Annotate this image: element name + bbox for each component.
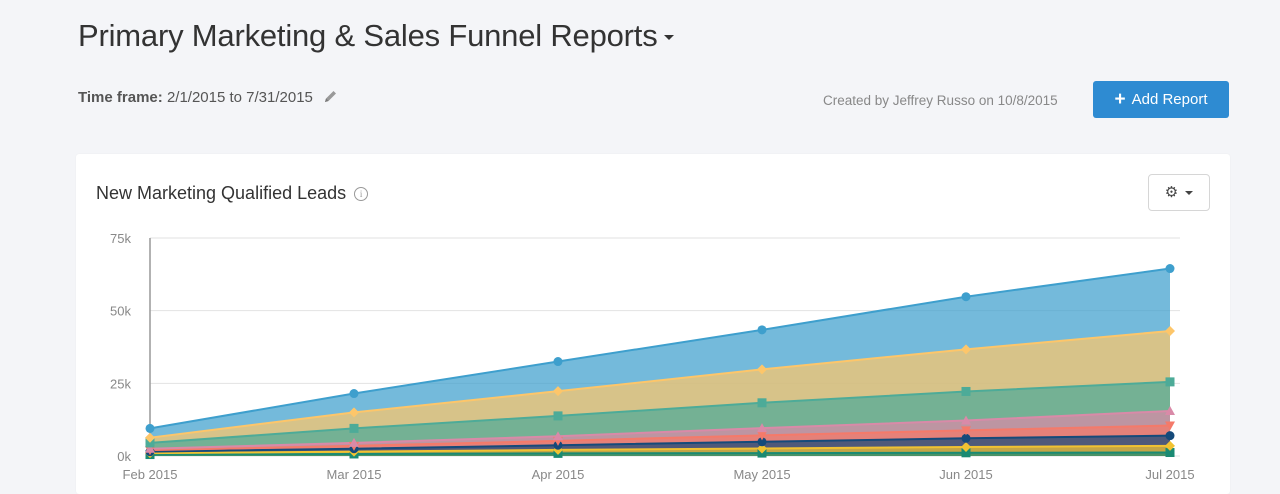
timeframe-value: 2/1/2015 to 7/31/2015: [166, 89, 313, 106]
x-tick-label: Mar 2015: [327, 467, 382, 482]
page-title-text: Primary Marketing & Sales Funnel Reports: [78, 18, 658, 53]
series-line: [149, 380, 1171, 444]
data-point: [349, 389, 359, 399]
data-point: [961, 426, 971, 436]
data-point: [349, 423, 359, 433]
settings-dropdown-button[interactable]: ⚙: [1148, 174, 1210, 211]
data-point: [757, 423, 767, 433]
x-tick-label: Apr 2015: [532, 467, 585, 482]
info-icon[interactable]: i: [354, 187, 369, 201]
y-tick-label: 75k: [110, 231, 131, 246]
data-point: [757, 398, 767, 408]
y-tick-label: 0k: [117, 449, 131, 464]
page-title[interactable]: Primary Marketing & Sales Funnel Reports: [78, 18, 674, 54]
data-point: [553, 386, 563, 397]
data-point: [1165, 431, 1175, 441]
data-point: [757, 431, 767, 441]
card-title-text: New Marketing Qualified Leads: [96, 183, 347, 203]
data-point: [757, 437, 767, 447]
data-point: [961, 386, 971, 396]
data-point: [1165, 448, 1175, 458]
data-point: [961, 433, 971, 443]
data-point: [757, 325, 767, 335]
data-point: [961, 448, 971, 458]
series-line: [149, 434, 1171, 453]
data-point: [961, 292, 971, 302]
data-point: [1165, 405, 1175, 415]
timeframe: Time frame: 2/1/2015 to 7/31/2015: [78, 89, 338, 108]
data-point: [961, 441, 971, 452]
data-point: [961, 415, 971, 425]
add-report-label: Add Report: [1131, 91, 1208, 108]
data-point: [553, 431, 563, 441]
plus-icon: +: [1114, 89, 1126, 110]
data-point: [757, 443, 767, 454]
data-point: [757, 364, 767, 375]
data-point: [1165, 440, 1175, 451]
card-title: New Marketing Qualified Leads i: [96, 183, 369, 204]
data-point: [1165, 377, 1175, 387]
add-report-button[interactable]: + Add Report: [1093, 81, 1229, 118]
data-point: [145, 432, 155, 443]
y-tick-label: 50k: [110, 304, 131, 319]
data-point: [145, 443, 155, 453]
series-line: [149, 451, 1171, 456]
data-point: [1165, 326, 1175, 337]
data-point: [349, 407, 359, 418]
y-tick-label: 25k: [110, 376, 131, 391]
gear-icon: ⚙: [1164, 184, 1179, 201]
x-tick-label: May 2015: [733, 467, 790, 482]
data-point: [1165, 264, 1175, 274]
data-point: [553, 411, 563, 421]
series-line: [149, 267, 1171, 430]
chevron-down-icon: [1185, 190, 1194, 195]
data-point: [1165, 421, 1175, 431]
created-by-text: Created by Jeffrey Russo on 10/8/2015: [823, 93, 1058, 108]
data-point: [145, 423, 155, 433]
data-point: [553, 357, 563, 367]
series-line: [149, 424, 1171, 452]
x-tick-label: Feb 2015: [123, 467, 178, 482]
series-line: [149, 409, 1171, 450]
series-line: [149, 444, 1171, 455]
x-tick-label: Jul 2015: [1145, 467, 1194, 482]
data-point: [145, 438, 155, 448]
series-line: [149, 330, 1171, 439]
pencil-icon[interactable]: [323, 89, 338, 108]
chevron-down-icon[interactable]: [663, 35, 674, 41]
data-point: [961, 344, 971, 355]
timeframe-label: Time frame:: [78, 89, 163, 106]
data-point: [349, 437, 359, 447]
x-tick-label: Jun 2015: [939, 467, 993, 482]
